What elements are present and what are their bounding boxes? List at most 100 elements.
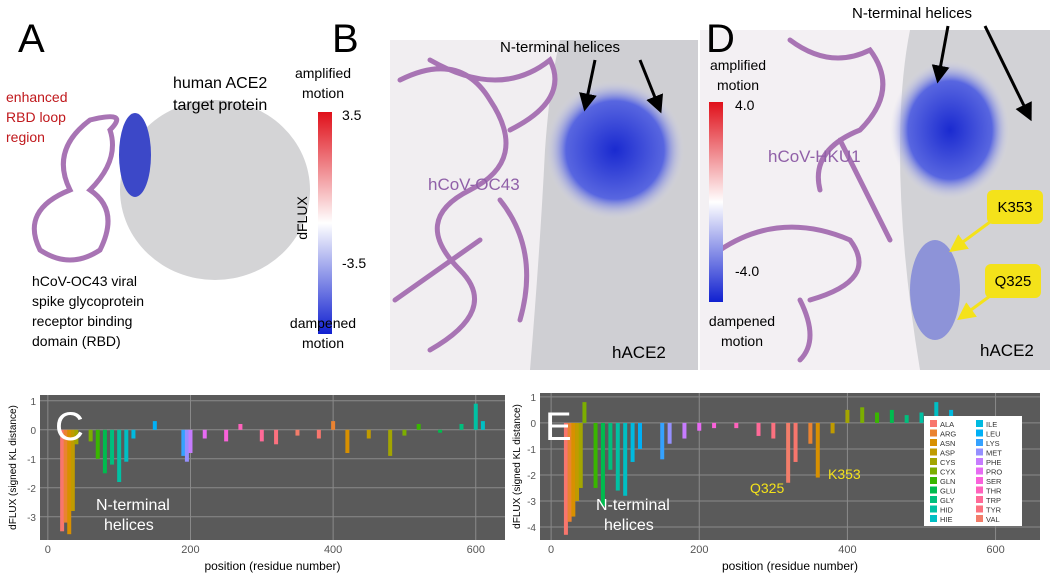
bar [615, 422, 620, 491]
legend-label: GLY [940, 496, 954, 505]
legend-swatch [976, 448, 983, 456]
colorbar-bottom: dampened motion [290, 315, 356, 351]
y-axis-label: dFLUX (signed KL distance) [512, 404, 523, 529]
bar [771, 422, 776, 439]
legend-swatch [976, 515, 983, 522]
bar [473, 403, 478, 430]
legend-label: MET [986, 449, 1002, 458]
panel-label: E [545, 405, 572, 449]
panel-label: B [332, 17, 359, 61]
panel-label: A [18, 17, 45, 61]
legend-box [924, 416, 1022, 526]
bar [571, 422, 576, 517]
legend-label: TYR [986, 506, 1002, 515]
bar [563, 422, 568, 535]
helix-patch [119, 113, 151, 197]
bar [202, 429, 207, 439]
legend-swatch [930, 448, 937, 456]
bar [815, 422, 820, 478]
y-tick-label: -2 [527, 471, 536, 482]
bar [117, 429, 122, 482]
bar [660, 422, 665, 460]
bar [567, 422, 572, 522]
arrow [931, 25, 950, 84]
bar [808, 422, 813, 444]
legend-swatch [976, 496, 983, 503]
bar [438, 429, 443, 433]
legend-swatch [930, 467, 937, 475]
legend-swatch [930, 439, 937, 446]
legend-label: HIE [940, 515, 953, 524]
site-box [987, 190, 1043, 224]
bar [124, 429, 129, 462]
bar [623, 422, 628, 496]
panel-a: A enhanced RBD loop region human ACE2 targe… [6, 17, 310, 349]
legend-swatch [930, 458, 937, 465]
colorbar-title: dFLUX [294, 196, 310, 240]
bar [904, 415, 909, 423]
legend-swatch [930, 420, 937, 427]
legend-label: PHE [986, 458, 1001, 467]
legend-swatch [930, 496, 937, 503]
legend-label: ILE [986, 420, 997, 429]
bar [875, 412, 880, 423]
site-label: Q325 [995, 273, 1032, 290]
legend-swatch [976, 486, 983, 494]
legend-swatch [976, 458, 983, 465]
bar [366, 429, 371, 439]
colorbar-min: -3.5 [342, 255, 366, 271]
site-box [985, 264, 1041, 298]
rbd-ribbon [31, 114, 120, 263]
x-tick-label: 400 [838, 544, 856, 556]
bar [712, 422, 717, 429]
legend-swatch [976, 439, 983, 446]
bar [416, 424, 421, 430]
bar [860, 407, 865, 423]
helix-patch [890, 60, 1010, 200]
legend-label: ASP [940, 449, 955, 458]
virus-label: hCoV-OC43 [428, 175, 520, 194]
legend-swatch [976, 420, 983, 427]
annotation: helices [604, 517, 654, 534]
bar [480, 421, 485, 430]
x-axis-label: position (residue number) [722, 559, 858, 573]
bar [934, 402, 939, 423]
bar [345, 429, 350, 453]
bar [667, 422, 672, 444]
bar [181, 429, 186, 456]
legend-label: ALA [940, 420, 954, 429]
legend-label: ASN [940, 439, 955, 448]
ace2-surface [120, 100, 310, 280]
bar [331, 421, 336, 430]
bar [388, 429, 393, 456]
legend-swatch [930, 429, 937, 437]
bar [67, 429, 72, 535]
y-tick-label: 0 [30, 426, 36, 437]
host-label: hACE2 [612, 343, 666, 362]
bar [459, 424, 464, 430]
legend-swatch [930, 515, 937, 522]
panel-d: D N-terminal helices amplified motion 4.0… [700, 5, 1050, 370]
x-tick-label: 600 [467, 544, 485, 556]
bar [786, 422, 791, 483]
bar [274, 429, 279, 445]
panel-label: D [706, 17, 735, 61]
legend-swatch [976, 505, 983, 513]
legend-swatch [976, 467, 983, 475]
loop-note: enhanced RBD loop region [6, 89, 68, 145]
legend-swatch [930, 505, 937, 513]
bar [95, 429, 100, 459]
y-tick-label: 1 [530, 393, 536, 404]
legend-swatch [976, 477, 983, 484]
arrow [983, 25, 1032, 122]
y-tick-label: 0 [530, 419, 536, 430]
x-tick-label: 0 [548, 544, 554, 556]
y-tick-label: -3 [27, 513, 36, 524]
panel-label: C [55, 405, 84, 449]
colorbar-top: amplified motion [295, 65, 351, 101]
bar [131, 429, 136, 439]
virus-ribbon [392, 56, 558, 353]
bar [682, 422, 687, 439]
legend-label: LYS [986, 439, 1000, 448]
